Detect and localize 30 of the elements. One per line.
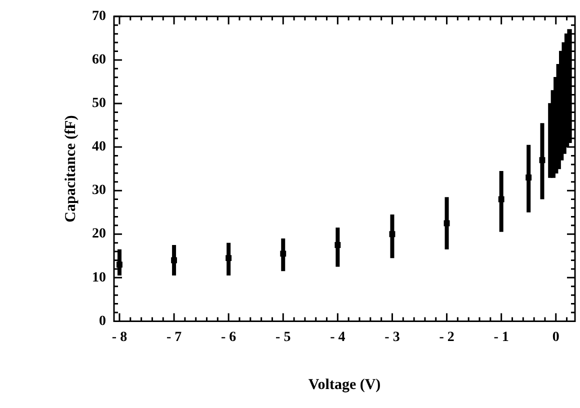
- x-tick-label: 0: [552, 330, 560, 346]
- point: [389, 231, 396, 238]
- point: [444, 220, 450, 226]
- x-tick-label: - 1: [494, 330, 509, 346]
- y-tick-label: 30: [92, 183, 106, 198]
- point: [526, 174, 532, 180]
- x-axis-title: Voltage (V): [308, 376, 381, 393]
- y-tick-label: 10: [92, 270, 106, 286]
- y-tick-label: 70: [92, 9, 106, 24]
- y-tick-label: 40: [92, 140, 106, 155]
- point: [280, 250, 286, 257]
- x-tick-label: - 5: [276, 330, 291, 346]
- x-tick-label: - 7: [166, 330, 182, 346]
- y-tick-label: 60: [92, 52, 106, 68]
- y-tick-label: 0: [99, 314, 106, 329]
- point: [171, 257, 178, 264]
- x-tick-label: - 2: [439, 330, 454, 346]
- point: [226, 255, 232, 262]
- x-tick-label: - 8: [112, 330, 128, 346]
- point: [116, 262, 122, 268]
- x-tick-label: - 6: [221, 330, 236, 346]
- bar: [567, 29, 572, 144]
- point: [498, 196, 504, 202]
- y-axis-title: Capacitance (fF): [62, 115, 79, 222]
- point: [334, 242, 341, 248]
- x-tick-label: - 3: [384, 330, 400, 346]
- y-tick-label: 20: [92, 226, 106, 242]
- y-tick-label: 50: [92, 96, 106, 112]
- x-tick-label: - 4: [330, 330, 346, 346]
- point: [539, 157, 546, 164]
